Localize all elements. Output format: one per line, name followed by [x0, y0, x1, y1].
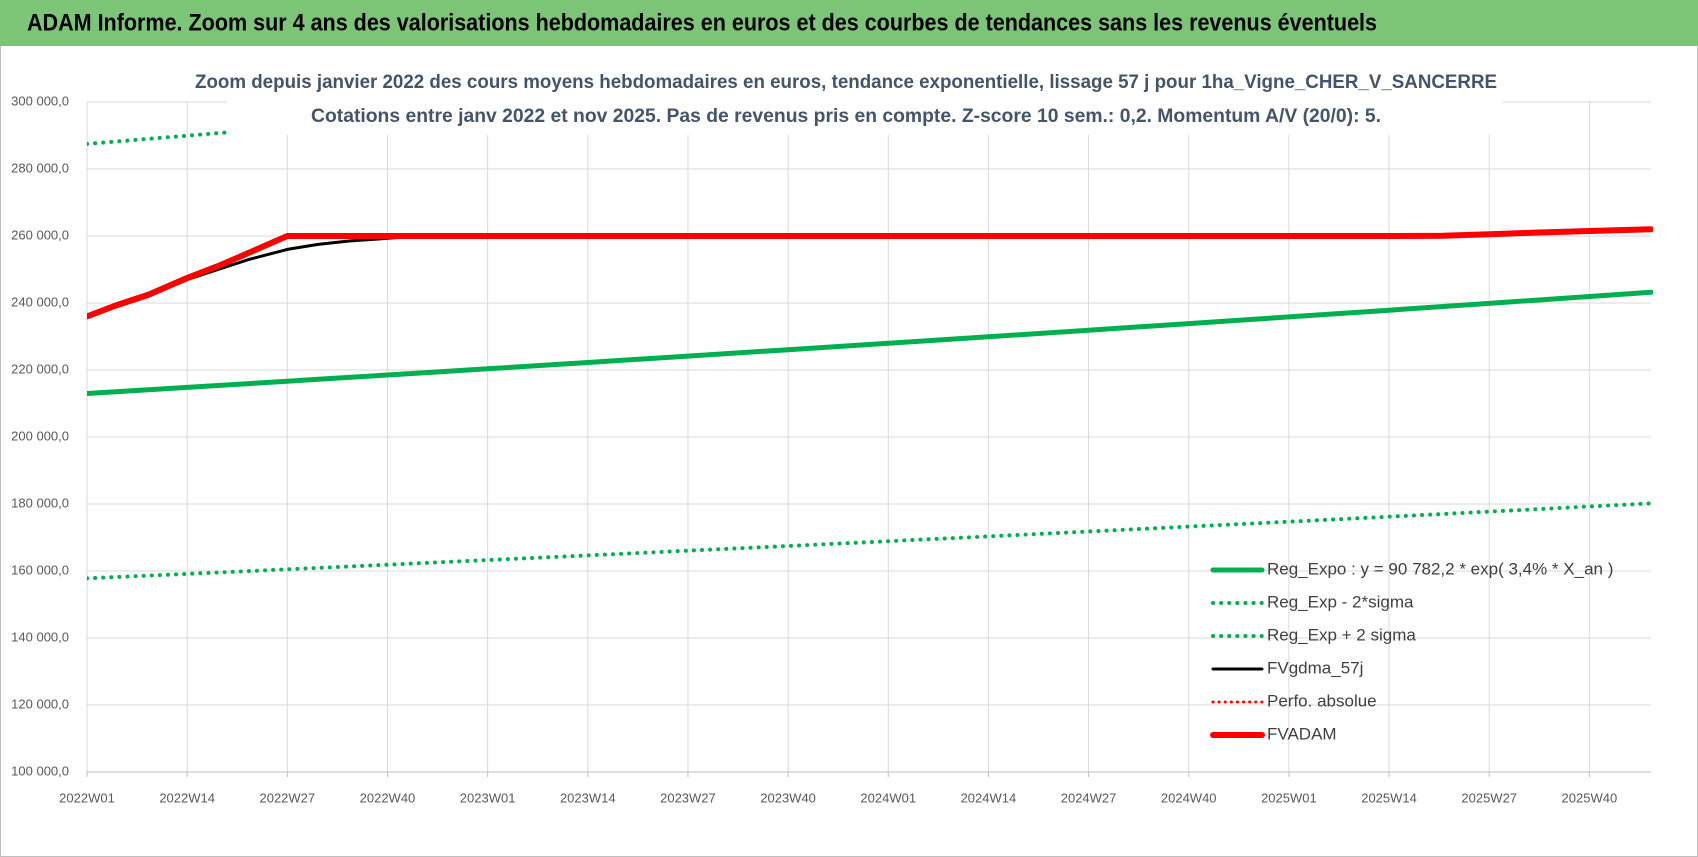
y-tick-label: 280 000,0	[11, 160, 69, 175]
series-line	[87, 501, 1653, 581]
x-tick-label: 2024W14	[961, 790, 1017, 805]
title-banner	[0, 0, 1698, 46]
x-tick-label: 2023W40	[760, 790, 816, 805]
legend-label: FVgdma_57j	[1267, 658, 1363, 677]
x-tick-label: 2023W27	[660, 790, 716, 805]
subtitle-background	[227, 50, 1503, 135]
subtitle-line: Zoom depuis janvier 2022 des cours moyen…	[195, 72, 1497, 93]
subtitle-line: Cotations entre janv 2022 et nov 2025. P…	[311, 106, 1381, 127]
series-line	[87, 289, 1653, 396]
x-tick-label: 2024W01	[860, 790, 916, 805]
x-tick-label: 2022W14	[159, 790, 215, 805]
legend-label: Reg_Exp + 2 sigma	[1267, 625, 1416, 644]
series-line	[87, 226, 1653, 320]
series-line	[87, 98, 659, 146]
x-tick-label: 2023W01	[460, 790, 516, 805]
y-tick-label: 180 000,0	[11, 495, 69, 510]
y-tick-label: 220 000,0	[11, 361, 69, 376]
legend-label: Reg_Expo : y = 90 782,2 * exp( 3,4% * X_…	[1267, 559, 1613, 578]
y-tick-label: 300 000,0	[11, 93, 69, 108]
y-tick-label: 240 000,0	[11, 294, 69, 309]
x-tick-label: 2022W40	[360, 790, 416, 805]
y-tick-label: 100 000,0	[11, 763, 69, 778]
x-tick-label: 2025W14	[1361, 790, 1417, 805]
x-tick-label: 2024W27	[1061, 790, 1117, 805]
legend-label: Perfo. absolue	[1267, 691, 1377, 710]
y-tick-label: 140 000,0	[11, 629, 69, 644]
y-tick-label: 200 000,0	[11, 428, 69, 443]
x-tick-label: 2024W40	[1161, 790, 1217, 805]
x-tick-label: 2025W27	[1461, 790, 1517, 805]
legend-label: Reg_Exp - 2*sigma	[1267, 592, 1414, 611]
y-tick-label: 160 000,0	[11, 562, 69, 577]
x-tick-label: 2023W14	[560, 790, 616, 805]
x-tick-label: 2022W27	[259, 790, 315, 805]
x-tick-label: 2025W01	[1261, 790, 1317, 805]
y-tick-label: 120 000,0	[11, 696, 69, 711]
chart-title: ADAM Informe. Zoom sur 4 ans des valoris…	[27, 9, 1377, 36]
legend-label: FVADAM	[1267, 724, 1337, 743]
x-tick-label: 2022W01	[59, 790, 115, 805]
x-tick-label: 2025W40	[1562, 790, 1618, 805]
y-tick-label: 260 000,0	[11, 227, 69, 242]
